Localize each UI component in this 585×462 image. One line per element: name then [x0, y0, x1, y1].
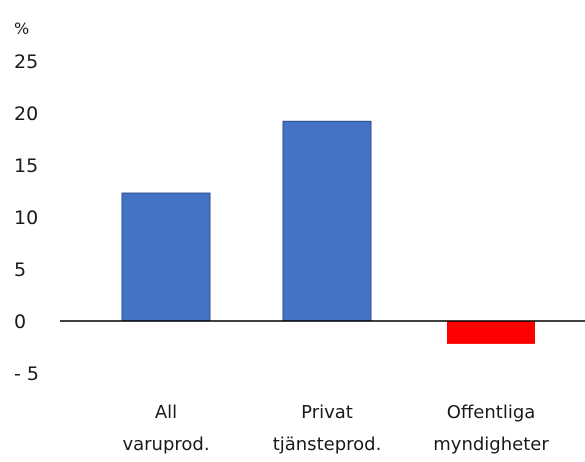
- x-tick-label: myndigheter: [433, 434, 549, 455]
- x-tick-label: varuprod.: [122, 434, 209, 455]
- bar: [121, 192, 211, 322]
- y-tick-label: 15: [14, 155, 38, 177]
- y-tick-label: 25: [14, 51, 38, 73]
- y-tick-label: 0: [14, 311, 26, 333]
- y-tick-label: 5: [14, 259, 26, 281]
- y-tick-label: 10: [14, 207, 38, 229]
- x-tick-labels: All varuprod. Privat tjänsteprod. Offentliga…: [122, 402, 549, 455]
- y-axis-unit-label: %: [14, 19, 29, 38]
- y-tick-label: 20: [14, 103, 38, 125]
- x-tick-label: Privat: [301, 402, 353, 423]
- y-tick-labels: 25 20 15 10 5 0 - 5: [14, 51, 39, 385]
- y-tick-label: - 5: [14, 363, 39, 385]
- x-tick-label: Offentliga: [447, 402, 536, 423]
- bar: [282, 120, 372, 322]
- x-tick-label: All: [155, 402, 177, 423]
- x-tick-label: tjänsteprod.: [273, 434, 382, 455]
- bar: [447, 321, 535, 344]
- bars: [121, 120, 535, 344]
